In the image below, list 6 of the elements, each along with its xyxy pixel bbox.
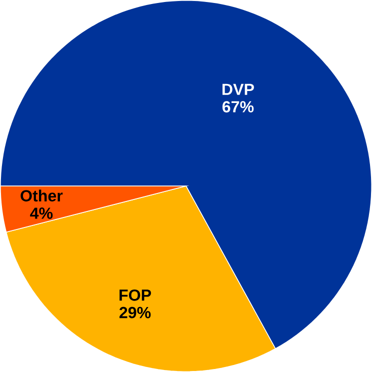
data-label: 67% xyxy=(222,101,254,112)
data-label: 4% xyxy=(30,208,53,219)
slice-label: DVP xyxy=(222,84,254,95)
slice-label: FOP xyxy=(120,289,151,301)
slice-label: Other xyxy=(20,190,63,202)
data-label: 29% xyxy=(119,306,151,318)
